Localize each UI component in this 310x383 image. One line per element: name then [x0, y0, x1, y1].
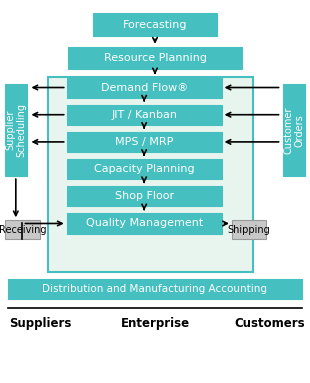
FancyBboxPatch shape — [8, 279, 302, 299]
FancyBboxPatch shape — [67, 132, 222, 152]
Text: Distribution and Manufacturing Accounting: Distribution and Manufacturing Accountin… — [42, 284, 268, 294]
FancyBboxPatch shape — [283, 84, 305, 176]
FancyBboxPatch shape — [68, 47, 242, 69]
FancyBboxPatch shape — [5, 84, 27, 176]
FancyBboxPatch shape — [67, 213, 222, 234]
Text: Demand Flow®: Demand Flow® — [100, 82, 188, 93]
Text: Customers: Customers — [234, 317, 305, 330]
FancyBboxPatch shape — [93, 13, 217, 36]
FancyBboxPatch shape — [5, 220, 40, 239]
Text: Capacity Planning: Capacity Planning — [94, 164, 194, 174]
Text: Quality Management: Quality Management — [86, 218, 203, 229]
Text: Receiving: Receiving — [0, 225, 46, 235]
FancyBboxPatch shape — [232, 220, 266, 239]
Text: Enterprise: Enterprise — [121, 317, 189, 330]
Text: Forecasting: Forecasting — [123, 20, 187, 30]
FancyBboxPatch shape — [48, 77, 253, 272]
Text: Suppliers: Suppliers — [9, 317, 72, 330]
Text: Resource Planning: Resource Planning — [104, 53, 206, 63]
FancyBboxPatch shape — [67, 186, 222, 206]
Text: Shipping: Shipping — [228, 225, 270, 235]
Text: MPS / MRP: MPS / MRP — [115, 137, 173, 147]
FancyBboxPatch shape — [67, 159, 222, 179]
Text: Customer
Orders: Customer Orders — [283, 106, 305, 154]
Text: Supplier
Scheduling: Supplier Scheduling — [5, 103, 27, 157]
FancyBboxPatch shape — [67, 105, 222, 125]
Text: JIT / Kanban: JIT / Kanban — [111, 110, 177, 120]
Text: Shop Floor: Shop Floor — [115, 191, 174, 201]
FancyBboxPatch shape — [67, 77, 222, 98]
